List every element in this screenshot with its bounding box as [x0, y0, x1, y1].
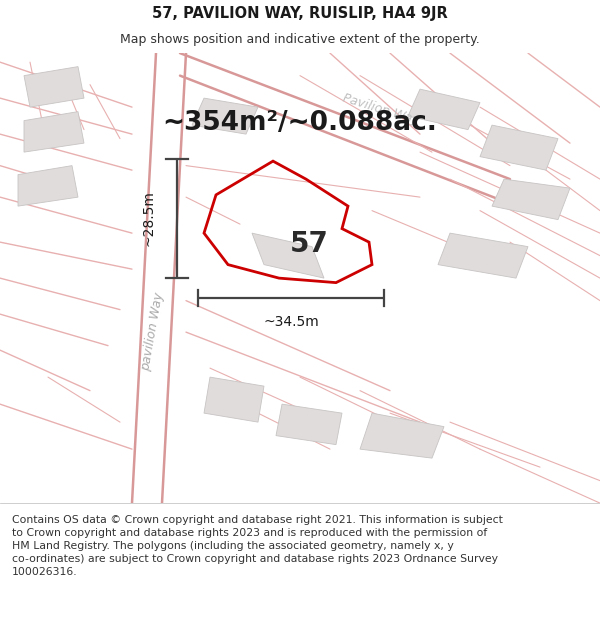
Text: Map shows position and indicative extent of the property.: Map shows position and indicative extent…	[120, 33, 480, 46]
Polygon shape	[192, 98, 258, 134]
Polygon shape	[408, 89, 480, 129]
Polygon shape	[252, 233, 324, 278]
Text: ~354m²/~0.088ac.: ~354m²/~0.088ac.	[163, 110, 437, 136]
Polygon shape	[492, 179, 570, 219]
Polygon shape	[438, 233, 528, 278]
Text: pavilion Way: pavilion Way	[140, 292, 166, 372]
Polygon shape	[204, 377, 264, 422]
Polygon shape	[276, 404, 342, 444]
Text: Contains OS data © Crown copyright and database right 2021. This information is : Contains OS data © Crown copyright and d…	[12, 515, 503, 578]
Text: 57, PAVILION WAY, RUISLIP, HA4 9JR: 57, PAVILION WAY, RUISLIP, HA4 9JR	[152, 6, 448, 21]
Polygon shape	[24, 112, 84, 152]
Text: ~28.5m: ~28.5m	[141, 191, 155, 246]
Text: 57: 57	[290, 230, 329, 258]
Polygon shape	[18, 166, 78, 206]
Polygon shape	[24, 67, 84, 107]
Text: ~34.5m: ~34.5m	[263, 315, 319, 329]
Polygon shape	[480, 125, 558, 170]
Polygon shape	[360, 413, 444, 458]
Text: Pavilion Way: Pavilion Way	[341, 92, 421, 127]
